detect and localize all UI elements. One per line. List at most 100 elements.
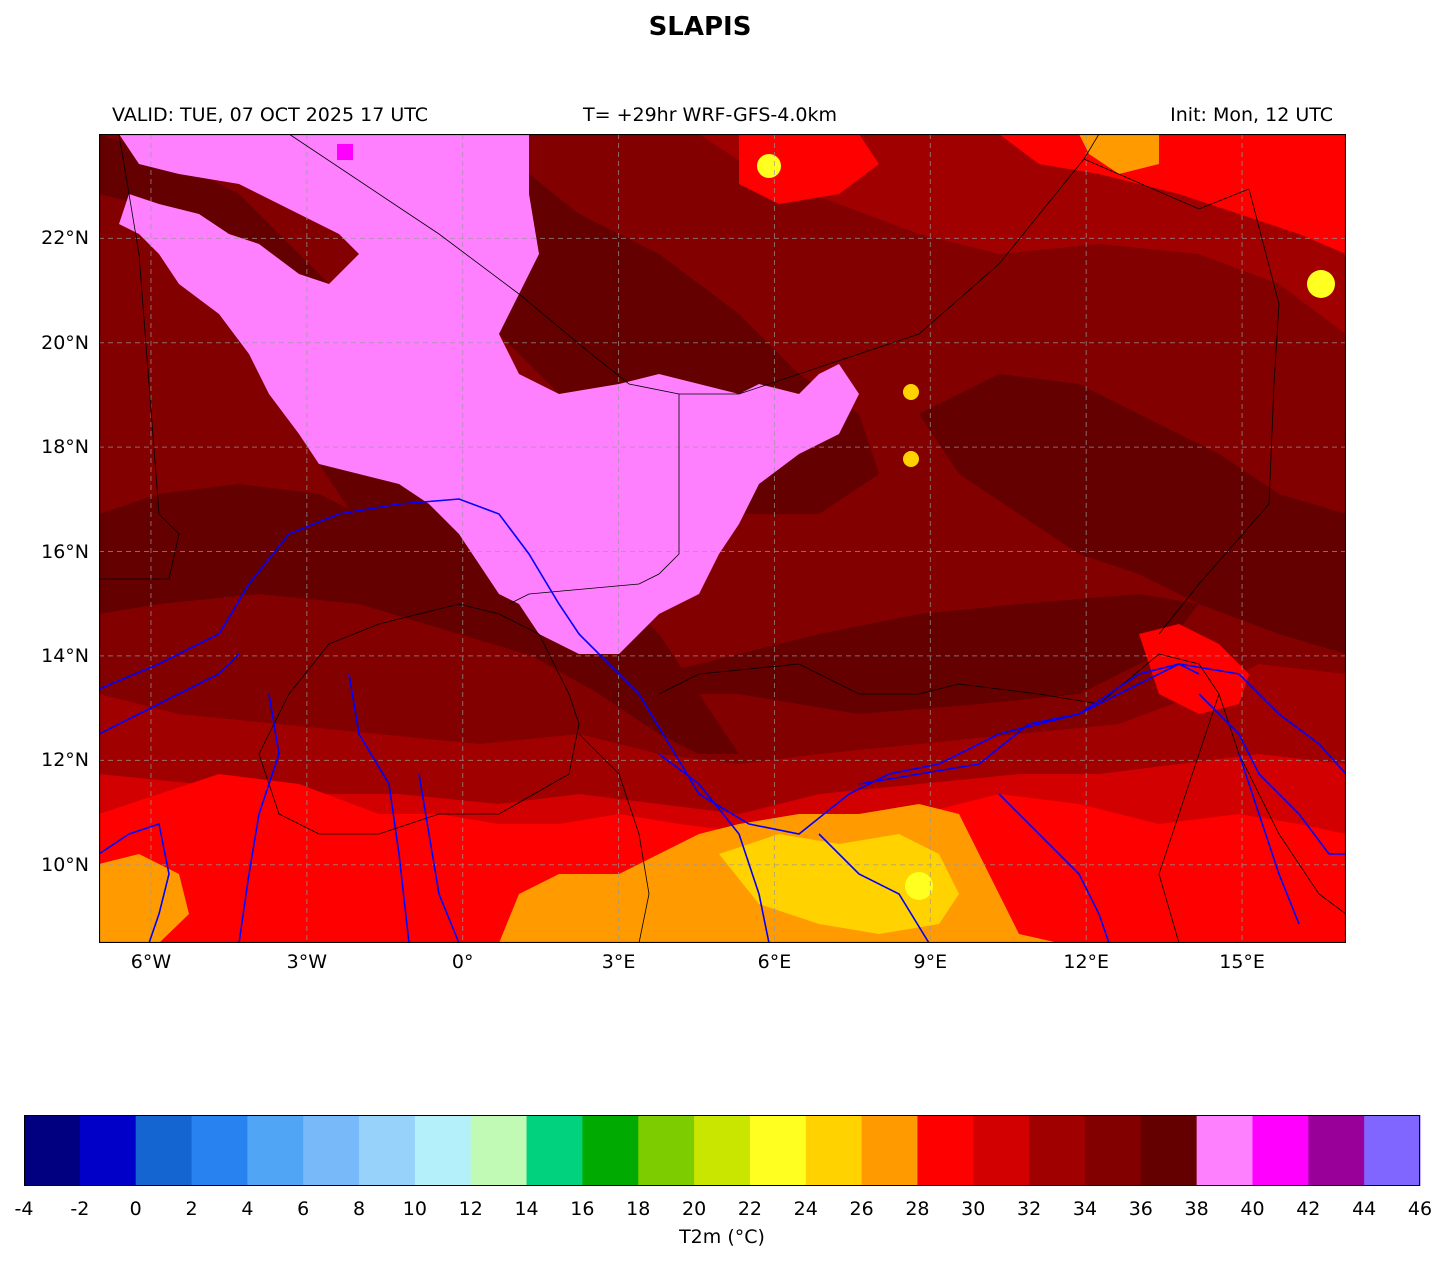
init-time-label: Init: Mon, 12 UTC [1170, 104, 1333, 126]
colorbar [24, 1115, 1421, 1186]
lat-tick-label: 12°N [41, 749, 89, 772]
colorbar-cell [805, 1115, 863, 1186]
colorbar-tick-label: 0 [129, 1198, 142, 1220]
colorbar-label: T2m (°C) [679, 1226, 765, 1248]
lat-tick-label: 10°N [41, 853, 89, 876]
colorbar-tick-label: 38 [1184, 1198, 1209, 1220]
colorbar-tick-label: 16 [570, 1198, 595, 1220]
field-band-24-26 [719, 834, 959, 934]
border-nigeria-cameroon [1158, 693, 1220, 943]
lat-tick-label: 16°N [41, 540, 89, 563]
lat-tick-label: 20°N [41, 331, 89, 354]
colorbar-cell [1084, 1115, 1142, 1186]
colorbar-cell [1308, 1115, 1365, 1186]
colorbar-cell [303, 1115, 360, 1186]
colorbar-cell [694, 1115, 751, 1186]
colorbar-tick-label: 34 [1072, 1198, 1098, 1220]
rivers [99, 498, 1346, 943]
colorbar-tick-label: 18 [626, 1198, 651, 1220]
field-band-38-40 [119, 134, 859, 654]
river-gongola [998, 793, 1110, 943]
colorbar-cell [79, 1115, 137, 1186]
border-mali-niger [508, 394, 680, 605]
colorbar-cell [191, 1115, 248, 1186]
field-spot-22-24-a [905, 872, 933, 900]
plot-title: SLAPIS [648, 12, 752, 42]
colorbar-tick-label: 46 [1407, 1198, 1433, 1220]
colorbar-cell [917, 1115, 974, 1186]
lon-tick-label: 3°E [601, 951, 636, 973]
colorbar-tick-label: 4 [241, 1198, 254, 1220]
colorbar-tick-label: 10 [402, 1198, 427, 1220]
border-chad-cameroon [1218, 693, 1346, 915]
colorbar-cell [135, 1115, 193, 1186]
river-volta-black [238, 693, 280, 943]
valid-time-label: VALID: TUE, 07 OCT 2025 17 UTC [112, 104, 428, 126]
colorbar-tick-label: 44 [1352, 1198, 1377, 1220]
colorbar-cell [414, 1115, 472, 1186]
colorbar-cell [1252, 1115, 1309, 1186]
colorbar-tick-label: 26 [849, 1198, 874, 1220]
river-bani [99, 653, 240, 735]
colorbar-tick-label: 42 [1296, 1198, 1321, 1220]
field-spot-22-24-d [903, 384, 919, 400]
river-sokoto [658, 753, 770, 943]
border-nigeria-benin [578, 733, 650, 943]
colorbar-tick-label: 28 [905, 1198, 930, 1220]
colorbar-tick-label: 20 [681, 1198, 707, 1220]
colorbar-cell [526, 1115, 583, 1186]
field-band-28-30-north [739, 134, 879, 204]
colorbar-tick-label: 30 [961, 1198, 986, 1220]
colorbar-tick-label: 36 [1128, 1198, 1153, 1220]
border-mauritania-mali [99, 134, 180, 580]
colorbar-tick-label: 2 [185, 1198, 198, 1220]
field-band-26-28-west [99, 854, 189, 943]
lat-tick-label: 14°N [41, 644, 89, 667]
border-niger-libya [1083, 158, 1250, 210]
field-spot-22-24-c [757, 154, 781, 178]
colorbar-frame [24, 1115, 1420, 1186]
colorbar-cell [1196, 1115, 1253, 1186]
colorbar-cell [973, 1115, 1030, 1186]
field-band-28-30-ne [1139, 624, 1249, 714]
lat-tick-label: 22°N [41, 227, 89, 250]
forecast-lead-label: T= +29hr WRF-GFS-4.0km [583, 104, 837, 126]
colorbar-cell [638, 1115, 695, 1186]
border-niger-nigeria [658, 653, 1220, 705]
field-band-26-28-n [1079, 134, 1159, 174]
colorbar-tick-label: -2 [70, 1198, 90, 1220]
colorbar-tick-label: 14 [514, 1198, 539, 1220]
colorbar-cell [1029, 1115, 1086, 1186]
colorbar-cell [247, 1115, 304, 1186]
colorbar-tick-label: 24 [793, 1198, 818, 1220]
river-volta-white [348, 673, 410, 943]
river-niger [99, 498, 1200, 835]
gridlines [99, 134, 1346, 943]
river-chari [1198, 693, 1346, 855]
border-burkina [258, 603, 580, 835]
colorbar-cell [861, 1115, 918, 1186]
colorbar-tick-label: 8 [352, 1198, 366, 1220]
lat-tick-label: 18°N [41, 436, 89, 459]
river-volta-red [418, 773, 460, 943]
field-band-36-38-east [919, 374, 1346, 654]
field-spot-22-24-e [903, 451, 919, 467]
river-west [99, 822, 170, 943]
colorbar-cell [582, 1115, 639, 1186]
map-frame [99, 134, 1346, 943]
colorbar-cell [24, 1115, 81, 1186]
lon-tick-label: 3°W [286, 951, 328, 973]
lon-tick-label: 12°E [1063, 951, 1110, 973]
field-spot-22-24-b [1307, 270, 1335, 298]
colorbar-cell [359, 1115, 416, 1186]
colorbar-tick-label: 40 [1240, 1198, 1265, 1220]
colorbar-tick-label: 6 [297, 1198, 310, 1220]
lon-tick-label: 6°E [757, 951, 792, 973]
field-spot-40-42 [337, 144, 353, 160]
colorbar-tick-label: -4 [14, 1198, 34, 1220]
lon-tick-label: 6°W [130, 951, 172, 973]
colorbar-cell [749, 1115, 807, 1186]
colorbar-cell [470, 1115, 528, 1186]
colorbar-tick-label: 12 [458, 1198, 483, 1220]
river-benue [858, 663, 1346, 785]
